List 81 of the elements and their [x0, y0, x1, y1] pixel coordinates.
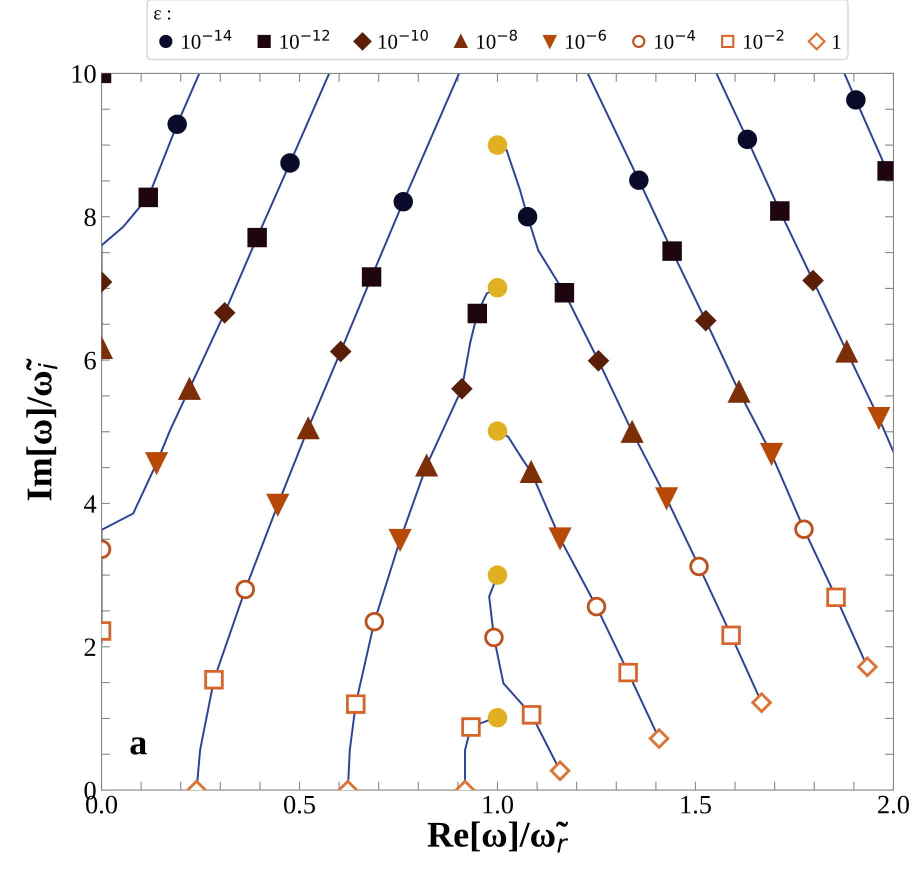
point [751, 692, 772, 713]
point [362, 267, 382, 287]
point [488, 565, 508, 585]
x-axis-title: Re[ω]/ω̃$_{r}$ [428, 821, 568, 852]
y-tick-label: 2 [84, 638, 96, 656]
legend-label: 10$^{−14}$ [182, 30, 232, 49]
point [721, 626, 741, 646]
x-tick-label: 0.5 [284, 796, 315, 814]
point [662, 241, 682, 261]
point [826, 588, 846, 608]
point [648, 728, 670, 749]
y-tick-label: 6 [84, 352, 96, 370]
point [550, 760, 570, 781]
point [554, 282, 574, 302]
point [488, 135, 508, 155]
point [655, 487, 678, 510]
point [330, 340, 352, 362]
point [138, 188, 158, 208]
line-series [102, 73, 330, 644]
x-tick-label: 1.0 [483, 796, 513, 814]
point [236, 580, 255, 600]
legend-label: 10$^{−12}$ [280, 30, 330, 49]
point [802, 270, 824, 292]
point [695, 310, 716, 332]
y-tick-label: 4 [84, 495, 96, 513]
point [297, 417, 320, 440]
point [266, 494, 289, 516]
line-series [843, 73, 894, 182]
point [145, 452, 168, 474]
point [416, 454, 438, 477]
point [167, 114, 187, 134]
point [247, 228, 267, 248]
point [548, 527, 572, 550]
point [760, 442, 783, 466]
point [520, 460, 542, 483]
point [178, 378, 201, 400]
point [738, 130, 758, 150]
point [586, 596, 606, 616]
point [522, 705, 542, 725]
x-tick-label: 1.5 [681, 796, 711, 814]
point [488, 708, 508, 728]
point [461, 717, 481, 737]
x-tick-label: 2.0 [878, 796, 909, 814]
y-axis-title: Im[ω]/ω̃$_{i}$ [26, 358, 58, 500]
point [857, 656, 878, 678]
point [868, 407, 890, 430]
point [518, 207, 538, 226]
point [346, 694, 366, 714]
legend-title: ε : [154, 10, 170, 20]
point [280, 153, 300, 173]
point [451, 378, 472, 400]
point [728, 380, 750, 403]
point [488, 421, 508, 441]
point [488, 278, 508, 298]
point [468, 304, 488, 324]
point [689, 556, 709, 576]
point [588, 350, 609, 372]
point [629, 170, 649, 190]
legend-label: 10$^{−8}$ [477, 30, 517, 49]
y-tick-label: 8 [84, 208, 96, 226]
point [621, 420, 644, 443]
point [770, 201, 790, 221]
point [846, 90, 866, 110]
point [394, 192, 413, 212]
line-series [715, 73, 894, 453]
point [204, 670, 224, 690]
point [214, 302, 236, 324]
point [618, 662, 638, 682]
point [836, 340, 858, 363]
y-tick-label: 10 [72, 65, 96, 83]
point [388, 528, 412, 552]
legend-label: 10$^{−10}$ [378, 30, 428, 49]
legend-label: 1 [833, 34, 840, 49]
point [794, 520, 814, 539]
legend-label: 10$^{−2}$ [744, 30, 784, 49]
point [484, 628, 504, 648]
line-series [102, 73, 200, 362]
legend-label: 10$^{−6}$ [566, 30, 606, 49]
annotation: a [130, 737, 147, 755]
point [364, 612, 384, 632]
legend-label: 10$^{−4}$ [655, 30, 696, 49]
